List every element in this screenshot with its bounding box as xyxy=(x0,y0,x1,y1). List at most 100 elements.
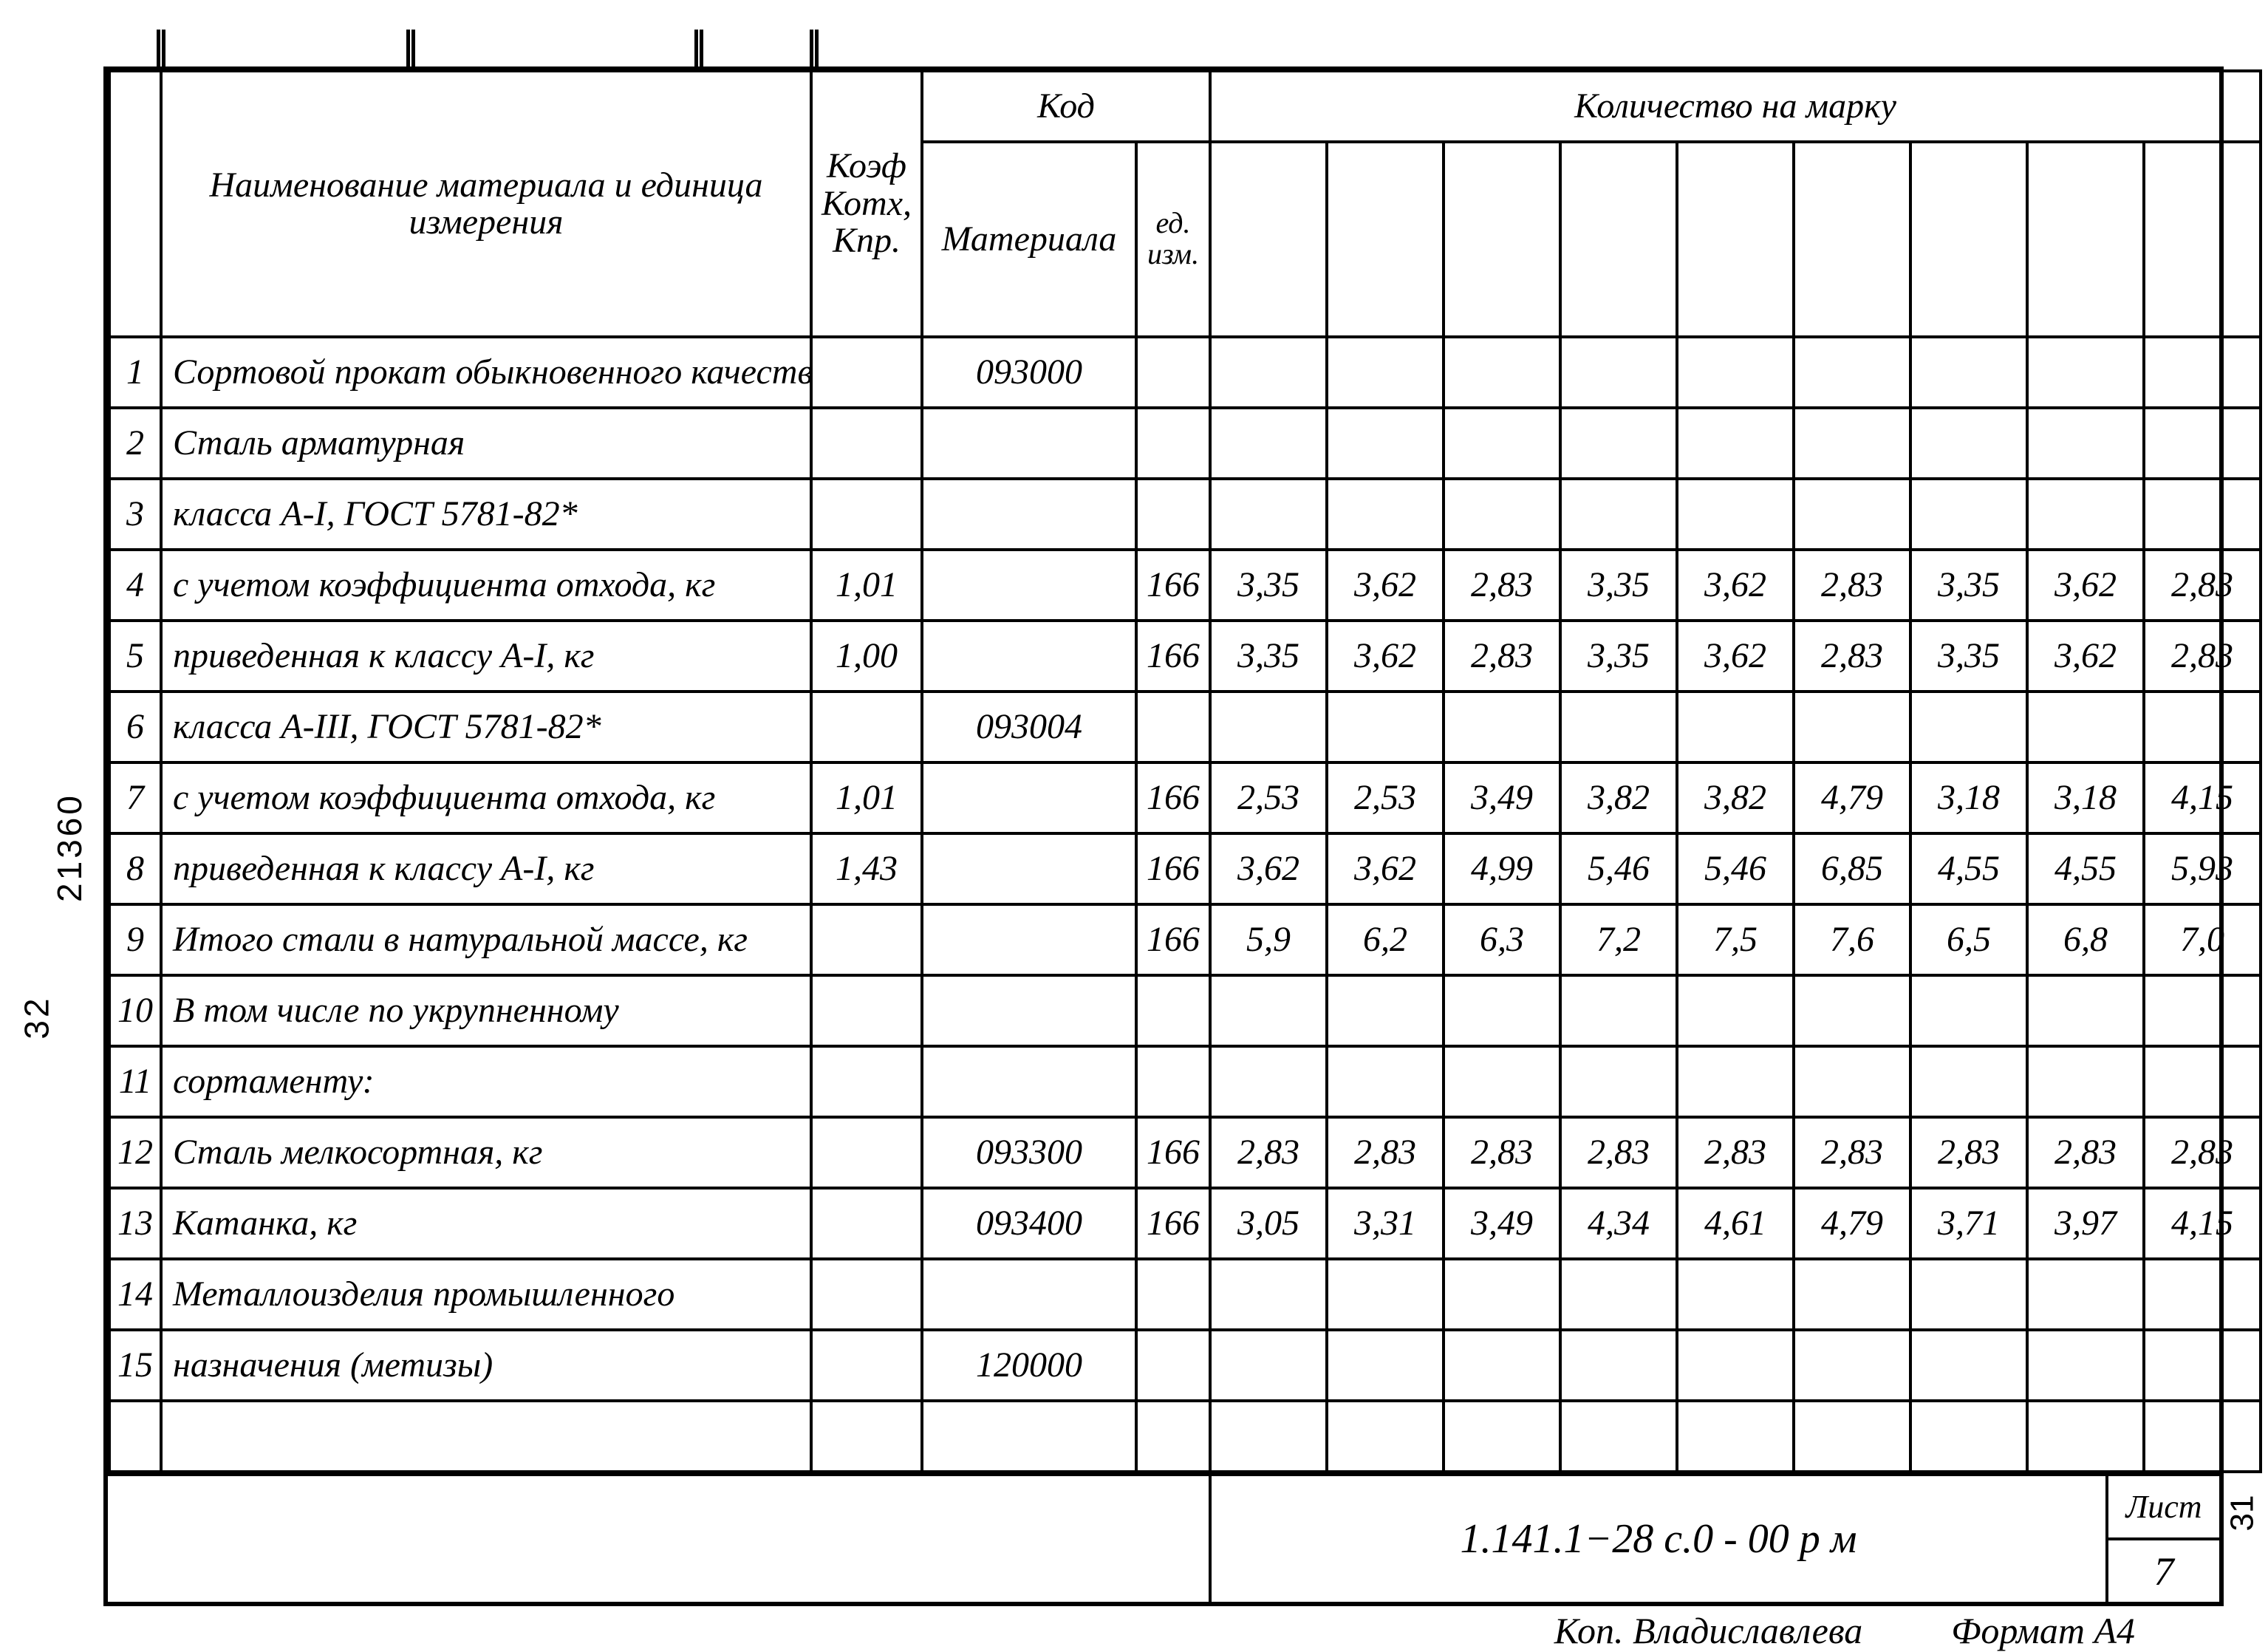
cell-unit-code: 166 xyxy=(1136,621,1210,692)
cell-qty: 4,61 xyxy=(1677,1188,1794,1259)
cell-material-code xyxy=(922,1046,1136,1117)
cell-coef: 1,00 xyxy=(811,621,922,692)
cell-name: В том числе по укрупненному xyxy=(161,975,811,1046)
cell-rownum: 7 xyxy=(109,762,161,833)
cell-qty: 7,6 xyxy=(1794,904,1910,975)
cell-qty: 4,15 xyxy=(2144,762,2261,833)
cell-qty: 3,71 xyxy=(1910,1188,2027,1259)
cell-qty xyxy=(1560,1401,1677,1472)
table-row: 4с учетом коэффициента отхода, кг1,01166… xyxy=(109,550,2261,621)
cell-qty: 5,9 xyxy=(1210,904,1327,975)
cell-qty xyxy=(1560,337,1677,408)
cell-qty xyxy=(1444,692,1560,762)
cell-qty xyxy=(1910,479,2027,550)
cell-qty xyxy=(1327,1259,1444,1330)
cell-name: Катанка, кг xyxy=(161,1188,811,1259)
header-unit: ед. изм. xyxy=(1136,142,1210,337)
header-mark-0: ПК23.12-8АШТ-с7 xyxy=(1210,142,1327,337)
cell-unit-code xyxy=(1136,1046,1210,1117)
header-coef: Коэф Котх, Кпр. xyxy=(811,71,922,337)
cell-qty xyxy=(1327,1046,1444,1117)
cell-qty: 3,35 xyxy=(1210,550,1327,621)
copied-by: Коп. Владиславлева xyxy=(1554,1609,1862,1652)
cell-qty xyxy=(1210,479,1327,550)
cell-qty: 3,97 xyxy=(2027,1188,2144,1259)
cell-qty: 3,35 xyxy=(1560,550,1677,621)
title-block-doc: 1.141.1−28 с.0 - 00 р м xyxy=(1212,1476,2105,1602)
cell-qty xyxy=(2144,1046,2261,1117)
cell-qty: 7,0 xyxy=(2144,904,2261,975)
cell-qty xyxy=(1910,692,2027,762)
cell-qty: 3,31 xyxy=(1327,1188,1444,1259)
cell-qty xyxy=(1327,1401,1444,1472)
cell-material-code xyxy=(922,479,1136,550)
cell-qty xyxy=(1327,975,1444,1046)
header-code-group: Код xyxy=(922,71,1210,142)
cell-name xyxy=(161,1401,811,1472)
header-mark-8: ПК29.12-4АШТ-с9 xyxy=(2144,142,2261,337)
cell-rownum: 12 xyxy=(109,1117,161,1188)
cell-qty xyxy=(1910,408,2027,479)
cell-rownum: 9 xyxy=(109,904,161,975)
cell-qty: 6,85 xyxy=(1794,833,1910,904)
cell-qty: 4,79 xyxy=(1794,1188,1910,1259)
cell-rownum: 8 xyxy=(109,833,161,904)
cell-unit-code xyxy=(1136,1401,1210,1472)
cell-qty xyxy=(2144,1259,2261,1330)
cell-material-code xyxy=(922,833,1136,904)
cell-qty xyxy=(1677,1401,1794,1472)
cell-qty: 3,62 xyxy=(1677,550,1794,621)
cell-qty: 7,5 xyxy=(1677,904,1794,975)
cell-qty xyxy=(1910,1330,2027,1401)
cell-coef xyxy=(811,1259,922,1330)
cell-coef xyxy=(811,975,922,1046)
cell-material-code xyxy=(922,621,1136,692)
cell-qty xyxy=(1677,479,1794,550)
table-row: 2Сталь арматурная xyxy=(109,408,2261,479)
cell-qty xyxy=(1794,479,1910,550)
cell-unit-code xyxy=(1136,337,1210,408)
cell-unit-code: 166 xyxy=(1136,550,1210,621)
cell-qty: 2,83 xyxy=(2144,621,2261,692)
cell-coef xyxy=(811,337,922,408)
cell-qty xyxy=(1210,337,1327,408)
cell-qty xyxy=(1560,479,1677,550)
cell-rownum: 15 xyxy=(109,1330,161,1401)
cell-rownum: 1 xyxy=(109,337,161,408)
cell-rownum: 10 xyxy=(109,975,161,1046)
cell-coef xyxy=(811,904,922,975)
cell-rownum: 6 xyxy=(109,692,161,762)
cell-qty: 3,35 xyxy=(1910,621,2027,692)
cell-qty xyxy=(2144,1330,2261,1401)
cell-qty xyxy=(1677,1330,1794,1401)
cell-rownum: 4 xyxy=(109,550,161,621)
cell-qty: 3,35 xyxy=(1210,621,1327,692)
cell-qty xyxy=(1794,337,1910,408)
cell-qty: 2,83 xyxy=(1677,1117,1794,1188)
cell-qty xyxy=(2027,1046,2144,1117)
cell-name: Итого стали в натуральной массе, кг xyxy=(161,904,811,975)
cell-qty: 3,82 xyxy=(1560,762,1677,833)
table-row: 10В том числе по укрупненному xyxy=(109,975,2261,1046)
cell-qty: 5,46 xyxy=(1677,833,1794,904)
cell-qty xyxy=(1910,1401,2027,1472)
cell-rownum: 3 xyxy=(109,479,161,550)
cell-material-code xyxy=(922,762,1136,833)
cell-qty xyxy=(1327,1330,1444,1401)
table-row: 7с учетом коэффициента отхода, кг1,01166… xyxy=(109,762,2261,833)
cell-rownum xyxy=(109,1401,161,1472)
cell-qty: 3,18 xyxy=(1910,762,2027,833)
cell-coef xyxy=(811,1117,922,1188)
cell-qty: 2,83 xyxy=(1444,550,1560,621)
table-row: 14Металлоизделия промышленного xyxy=(109,1259,2261,1330)
table-row xyxy=(109,1401,2261,1472)
cell-material-code xyxy=(922,408,1136,479)
table-row: 5приведенная к классу А-I, кг1,001663,35… xyxy=(109,621,2261,692)
cell-qty: 6,3 xyxy=(1444,904,1560,975)
cell-qty: 3,35 xyxy=(1560,621,1677,692)
header-mark-7: ПК29.12-4АШТ-с8 xyxy=(2027,142,2144,337)
cell-qty: 2,83 xyxy=(1327,1117,1444,1188)
table-row: 1Сортовой прокат обыкновенного качества0… xyxy=(109,337,2261,408)
header-mark-5: ПК29.12-6АШТ-с9 xyxy=(1794,142,1910,337)
cell-qty: 3,62 xyxy=(2027,621,2144,692)
